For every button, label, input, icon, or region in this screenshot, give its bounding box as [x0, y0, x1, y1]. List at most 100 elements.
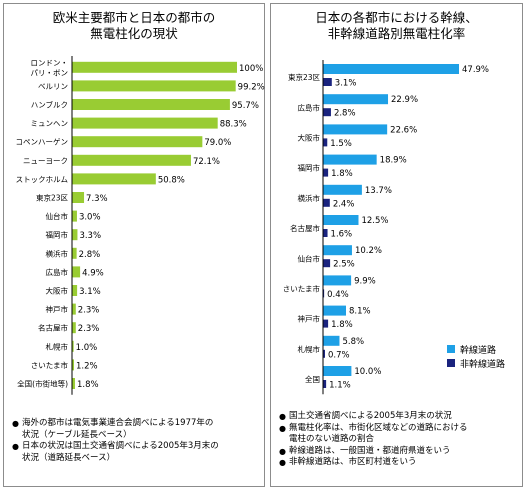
left-category-label: 東京23区	[36, 193, 69, 203]
right-note-line: 電柱のない道路の割合	[279, 434, 468, 446]
left-category-label: 広島市	[46, 267, 69, 277]
right-non-trunk-value-label: 1.5%	[330, 139, 352, 149]
right-trunk-value-label: 22.6%	[390, 125, 417, 135]
left-value-label: 1.2%	[76, 361, 98, 371]
left-category-label: 神戸市	[46, 304, 69, 314]
left-note-line: 状況（ケーブル延長ベース）	[12, 430, 219, 442]
right-trunk-value-label: 13.7%	[365, 186, 392, 196]
right-chart-legend: 幹線道路非幹線道路	[447, 342, 505, 370]
bullet-icon	[12, 430, 22, 442]
left-chart-title-line: 無電柱化の現状	[90, 26, 178, 41]
left-note-line: 状況（道路延長ベース）	[12, 453, 219, 465]
left-bar	[72, 359, 74, 371]
right-trunk-bar	[323, 215, 359, 225]
right-note-line: ● 非幹線道路は、市区町村道をいう	[279, 457, 468, 469]
left-category-label: 横浜市	[46, 248, 69, 258]
right-trunk-bar	[323, 335, 340, 346]
left-value-label: 79.0%	[204, 138, 231, 148]
right-category-label: 広島市	[298, 102, 321, 112]
right-trunk-value-label: 47.9%	[462, 65, 489, 75]
right-legend-item: 非幹線道路	[447, 356, 505, 370]
left-value-label: 1.8%	[77, 380, 99, 390]
right-non-trunk-bar	[323, 168, 329, 177]
right-trunk-value-label: 10.2%	[355, 246, 382, 256]
right-trunk-value-label: 9.9%	[354, 276, 376, 286]
left-note-text: 状況（道路延長ベース）	[22, 452, 116, 463]
left-bar	[72, 229, 78, 241]
right-category-label: 仙台市	[298, 253, 321, 263]
right-non-trunk-bar	[323, 289, 325, 298]
left-category-label: 福岡市	[46, 230, 69, 240]
bullet-icon: ●	[279, 412, 286, 421]
right-category-label: 東京23区	[288, 72, 321, 82]
left-category-label: ミュンヘン	[31, 119, 69, 128]
left-category-label: 札幌市	[46, 341, 69, 351]
left-bar	[72, 99, 230, 110]
left-value-label: 7.3%	[86, 194, 108, 204]
left-value-label: 100%	[239, 64, 263, 74]
right-chart-title-line: 日本の各都市における幹線、	[315, 10, 478, 25]
left-value-label: 3.3%	[79, 231, 101, 241]
left-category-label: ハンブルク	[31, 100, 68, 110]
right-note-line: ● 国土交通省調べによる2005年3月末の状況	[279, 411, 468, 423]
left-value-label: 3.0%	[79, 213, 101, 223]
legend-label: 非幹線道路	[460, 359, 506, 370]
right-trunk-value-label: 5.8%	[342, 337, 364, 347]
right-trunk-bar	[323, 305, 346, 316]
left-note-text: 海外の都市は電気事業連合会調べによる1977年の	[22, 418, 214, 428]
right-trunk-bar	[323, 124, 388, 135]
right-note-text: 国土交通省調べによる2005年3月末の状況	[289, 411, 452, 421]
left-category-label: 全国(市街地等)	[17, 379, 68, 389]
right-non-trunk-value-label: 2.8%	[334, 109, 356, 119]
left-value-label: 2.3%	[78, 324, 100, 334]
right-non-trunk-bar	[323, 108, 331, 117]
left-value-label: 3.1%	[79, 287, 101, 297]
right-non-trunk-bar	[323, 78, 332, 86]
left-note-text: 日本の状況は国土交通省調べによる2005年3月末の	[22, 441, 219, 451]
left-note-line: ● 海外の都市は電気事業連合会調べによる1977年の	[12, 418, 219, 430]
right-non-trunk-bar	[323, 229, 328, 237]
left-bar	[72, 192, 85, 203]
left-bar	[72, 117, 218, 129]
right-trunk-value-label: 10.0%	[354, 367, 381, 377]
bullet-icon: ●	[12, 442, 19, 451]
bullet-icon	[279, 434, 289, 446]
right-non-trunk-bar	[323, 319, 329, 328]
right-category-label: 大阪市	[298, 133, 321, 143]
left-value-label: 50.8%	[158, 175, 185, 185]
right-non-trunk-value-label: 1.8%	[331, 320, 353, 330]
left-bar	[72, 285, 78, 296]
left-value-label: 99.2%	[238, 82, 265, 92]
right-trunk-bar	[323, 245, 352, 256]
right-note-text: 電柱のない道路の割合	[289, 434, 375, 444]
left-chart-title: 欧米主要都市と日本の都市の 無電柱化の現状	[4, 10, 264, 42]
left-value-label: 2.8%	[79, 250, 101, 260]
right-non-trunk-value-label: 1.8%	[331, 169, 353, 179]
right-category-label: 神戸市	[298, 314, 321, 324]
right-trunk-bar	[323, 366, 352, 376]
right-non-trunk-value-label: 3.1%	[335, 79, 357, 89]
right-non-trunk-bar	[323, 380, 327, 388]
right-bar-chart: 東京23区 47.9% 3.1% 広島市 22.9% 2.8% 大阪市 22.6% 1.5% 福岡…	[283, 60, 489, 395]
left-bar	[72, 173, 156, 185]
left-value-label: 95.7%	[232, 101, 259, 111]
right-legend-item: 幹線道路	[447, 342, 505, 356]
left-bar	[72, 322, 76, 334]
right-chart-panel: 日本の各都市における幹線、 非幹線道路別無電柱化率 東京23区 47.9% 3.1% 広…	[270, 3, 523, 487]
bullet-icon: ●	[279, 458, 286, 467]
left-category-label: 仙台市	[46, 211, 69, 221]
right-trunk-bar	[323, 154, 377, 165]
left-bar	[72, 61, 237, 73]
left-bar	[72, 247, 77, 259]
left-chart-panel: 欧米主要都市と日本の都市の 無電柱化の現状 ロンドン・ パリ・ボン 100% ベルリン 9…	[3, 3, 265, 487]
right-note-text: 幹線道路は、一般国道・都道府県道をいう	[289, 445, 451, 456]
left-category-label: さいたま市	[31, 360, 69, 370]
right-category-label: 札幌市	[298, 344, 321, 354]
right-non-trunk-value-label: 2.5%	[333, 260, 355, 270]
bullet-icon: ●	[279, 423, 286, 433]
left-bar	[72, 154, 191, 166]
right-note-text: 非幹線道路は、市区町村道をいう	[289, 457, 417, 467]
legend-swatch	[447, 359, 455, 367]
right-category-label: 横浜市	[298, 193, 321, 203]
right-category-label: 名古屋市	[290, 223, 320, 233]
